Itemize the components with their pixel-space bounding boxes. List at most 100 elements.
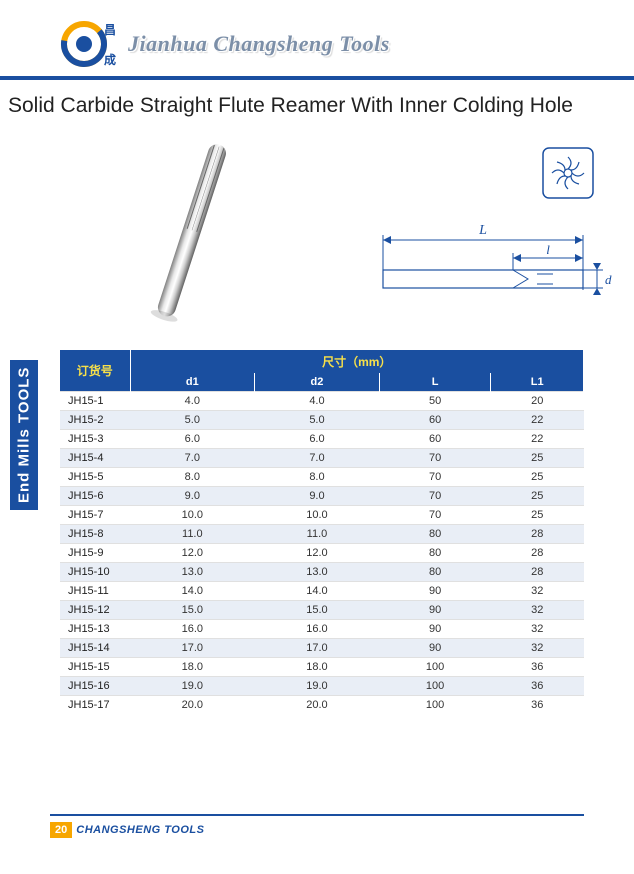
table-row: JH15-1215.015.09032 <box>60 601 584 620</box>
table-code-header: 订货号 <box>60 350 130 392</box>
table-col-header: L1 <box>491 373 584 392</box>
table-cell: 25 <box>491 468 584 487</box>
table-cell: JH15-12 <box>60 601 130 620</box>
table-cell: 4.0 <box>130 392 255 411</box>
page-number: 20 <box>50 822 72 838</box>
table-cell: 12.0 <box>255 544 380 563</box>
table-cell: JH15-4 <box>60 449 130 468</box>
table-row: JH15-36.06.06022 <box>60 430 584 449</box>
table-cell: 28 <box>491 544 584 563</box>
table-cell: 36 <box>491 677 584 696</box>
table-cell: JH15-3 <box>60 430 130 449</box>
table-cell: 60 <box>379 411 491 430</box>
table-cell: 8.0 <box>130 468 255 487</box>
table-cell: 100 <box>379 658 491 677</box>
table-cell: 22 <box>491 430 584 449</box>
table-cell: 90 <box>379 620 491 639</box>
table-cell: 16.0 <box>255 620 380 639</box>
table-cell: 7.0 <box>255 449 380 468</box>
table-row: JH15-1518.018.010036 <box>60 658 584 677</box>
svg-text:L: L <box>478 223 487 238</box>
table-cell: 80 <box>379 544 491 563</box>
table-row: JH15-1316.016.09032 <box>60 620 584 639</box>
table-cell: 5.0 <box>255 411 380 430</box>
table-cell: 8.0 <box>255 468 380 487</box>
table-cell: JH15-2 <box>60 411 130 430</box>
spec-table: 订货号 尺寸（mm） d1 d2 L L1 JH15-14.04.05020JH… <box>60 350 584 714</box>
table-cell: 13.0 <box>130 563 255 582</box>
table-cell: JH15-11 <box>60 582 130 601</box>
table-cell: 32 <box>491 601 584 620</box>
table-col-header: L <box>379 373 491 392</box>
table-cell: 36 <box>491 696 584 715</box>
table-cell: 70 <box>379 449 491 468</box>
table-cell: 4.0 <box>255 392 380 411</box>
footer-brand: CHANGSHENG TOOLS <box>72 822 208 838</box>
table-cell: JH15-17 <box>60 696 130 715</box>
table-cell: 100 <box>379 696 491 715</box>
table-cell: 25 <box>491 449 584 468</box>
table-cell: 70 <box>379 468 491 487</box>
table-cell: 15.0 <box>255 601 380 620</box>
table-cell: 9.0 <box>255 487 380 506</box>
table-cell: JH15-6 <box>60 487 130 506</box>
table-cell: 50 <box>379 392 491 411</box>
table-cell: 13.0 <box>255 563 380 582</box>
table-cell: 28 <box>491 525 584 544</box>
table-cell: 60 <box>379 430 491 449</box>
table-cell: 32 <box>491 620 584 639</box>
table-row: JH15-25.05.06022 <box>60 411 584 430</box>
table-cell: 16.0 <box>130 620 255 639</box>
table-cell: 80 <box>379 525 491 544</box>
table-row: JH15-1114.014.09032 <box>60 582 584 601</box>
product-photo <box>60 130 322 330</box>
table-cell: 10.0 <box>255 506 380 525</box>
table-cell: 7.0 <box>130 449 255 468</box>
table-cell: 22 <box>491 411 584 430</box>
table-cell: 19.0 <box>255 677 380 696</box>
table-cell: 90 <box>379 582 491 601</box>
table-row: JH15-912.012.08028 <box>60 544 584 563</box>
page-header: 昌 成 Jianhua Changsheng Tools <box>0 0 634 80</box>
table-cell: 18.0 <box>130 658 255 677</box>
table-cell: 70 <box>379 487 491 506</box>
table-cell: 9.0 <box>130 487 255 506</box>
table-cell: JH15-5 <box>60 468 130 487</box>
table-cell: 12.0 <box>130 544 255 563</box>
svg-text:成: 成 <box>104 52 116 67</box>
table-cell: JH15-8 <box>60 525 130 544</box>
table-cell: 28 <box>491 563 584 582</box>
table-col-header: d2 <box>255 373 380 392</box>
table-cell: JH15-10 <box>60 563 130 582</box>
table-cell: 5.0 <box>130 411 255 430</box>
table-cell: 70 <box>379 506 491 525</box>
table-row: JH15-811.011.08028 <box>60 525 584 544</box>
table-col-header-row: d1 d2 L L1 <box>60 373 584 392</box>
table-row: JH15-1619.019.010036 <box>60 677 584 696</box>
table-cell: JH15-14 <box>60 639 130 658</box>
table-cell: 80 <box>379 563 491 582</box>
table-cell: 19.0 <box>130 677 255 696</box>
svg-text:昌: 昌 <box>104 23 116 37</box>
table-row: JH15-1417.017.09032 <box>60 639 584 658</box>
table-cell: JH15-1 <box>60 392 130 411</box>
table-cell: 20 <box>491 392 584 411</box>
table-cell: JH15-13 <box>60 620 130 639</box>
table-row: JH15-58.08.07025 <box>60 468 584 487</box>
table-cell: 10.0 <box>130 506 255 525</box>
table-cell: 100 <box>379 677 491 696</box>
table-cell: 36 <box>491 658 584 677</box>
table-cell: 18.0 <box>255 658 380 677</box>
table-cell: 32 <box>491 582 584 601</box>
table-row: JH15-47.07.07025 <box>60 449 584 468</box>
table-cell: 20.0 <box>255 696 380 715</box>
table-row: JH15-14.04.05020 <box>60 392 584 411</box>
table-cell: 25 <box>491 506 584 525</box>
sidebar-category-tab: End Mills TOOLS <box>10 360 38 510</box>
table-cell: 6.0 <box>130 430 255 449</box>
table-cell: 6.0 <box>255 430 380 449</box>
table-row: JH15-69.09.07025 <box>60 487 584 506</box>
table-cell: 11.0 <box>255 525 380 544</box>
table-cell: 17.0 <box>255 639 380 658</box>
table-cell: 17.0 <box>130 639 255 658</box>
